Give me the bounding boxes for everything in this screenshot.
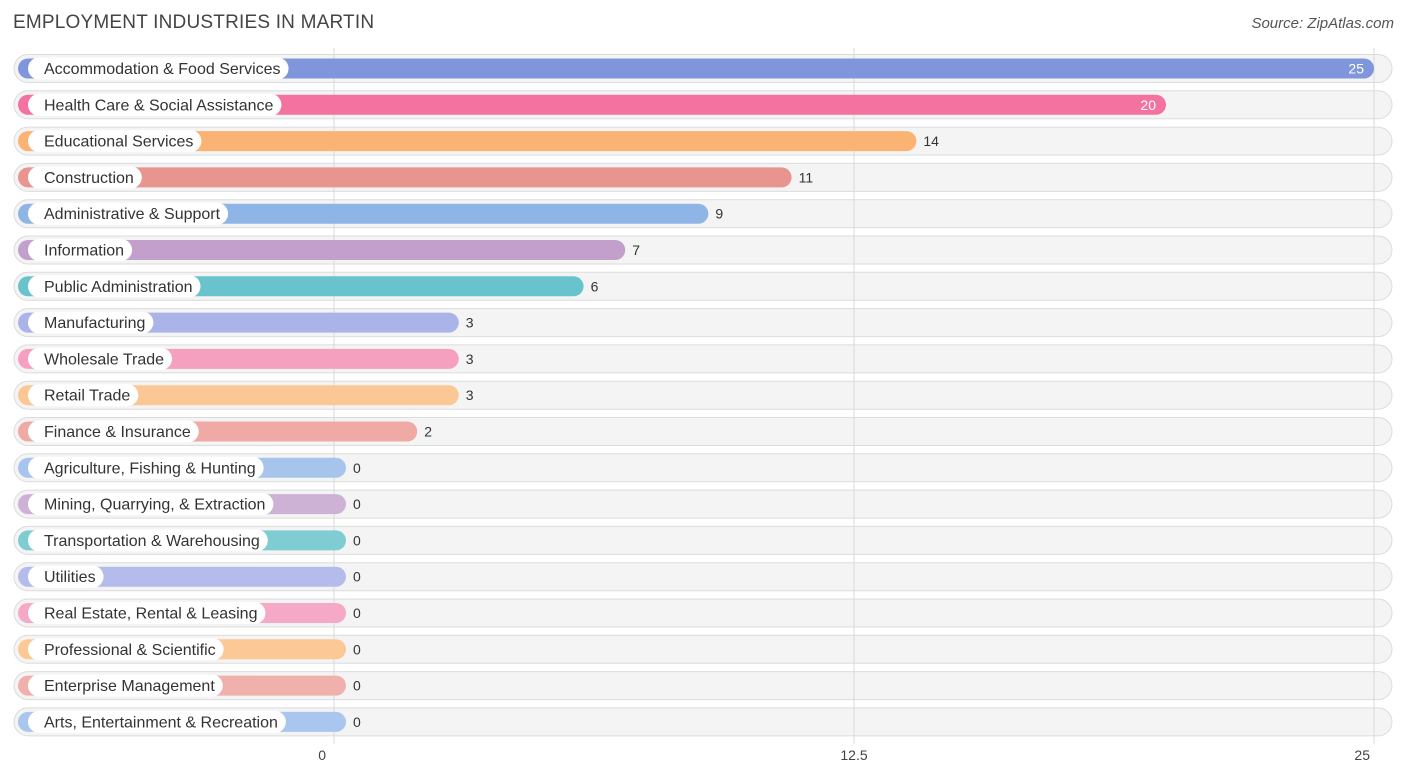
value-label: 3 [466, 315, 474, 331]
row-background [13, 489, 1393, 519]
category-label: Transportation & Warehousing [44, 533, 260, 550]
value-label: 0 [353, 641, 361, 657]
category-label: Real Estate, Rental & Leasing [44, 606, 257, 623]
category-label: Information [44, 243, 124, 260]
category-label-pill [28, 384, 139, 407]
value-label: 20 [1140, 97, 1156, 113]
row-background [13, 453, 1393, 483]
bar [18, 94, 1166, 115]
x-tick-label: 25 [1354, 747, 1370, 763]
bar-group: Educational Services 14 [18, 130, 939, 153]
category-label-pill [28, 311, 154, 334]
bar-group: Finance & Insurance 2 [18, 420, 432, 443]
category-label: Construction [44, 170, 134, 187]
value-label: 0 [353, 496, 361, 512]
category-label: Administrative & Support [44, 206, 221, 223]
category-label-pill [28, 638, 224, 661]
bar-group: Health Care & Social Assistance 20 [18, 93, 1166, 116]
bar-group: Manufacturing 3 [18, 311, 474, 334]
x-tick-label: 12.5 [840, 747, 867, 763]
bar-group: Administrative & Support 9 [18, 202, 723, 225]
value-label: 6 [591, 278, 599, 294]
bar-group: Utilities 0 [18, 565, 361, 588]
bar-group: Arts, Entertainment & Recreation 0 [18, 710, 361, 733]
category-label: Public Administration [44, 279, 193, 296]
value-label: 9 [715, 206, 723, 222]
value-label: 14 [923, 133, 939, 149]
category-label-pill [28, 493, 274, 516]
category-label-pill [28, 275, 201, 298]
category-label-pill [28, 239, 133, 261]
category-label-pill [28, 93, 282, 116]
bar [18, 240, 626, 260]
bar-group: Agriculture, Fishing & Hunting 0 [18, 456, 361, 479]
bar-group: Construction 11 [18, 166, 814, 189]
row-background [13, 634, 1393, 664]
category-label: Manufacturing [44, 315, 145, 332]
category-label: Professional & Scientific [44, 642, 216, 659]
category-label-pill [28, 456, 264, 479]
value-label: 2 [424, 424, 432, 440]
category-label: Accommodation & Food Services [44, 61, 281, 78]
bar-group: Wholesale Trade 3 [18, 347, 474, 370]
bar-group: Mining, Quarrying, & Extraction 0 [18, 493, 361, 516]
category-label-pill [28, 347, 173, 370]
bar-group: Public Administration 6 [18, 275, 599, 298]
chart-title: EMPLOYMENT INDUSTRIES IN MARTIN [13, 12, 375, 33]
category-label-pill [28, 420, 199, 443]
category-label: Mining, Quarrying, & Extraction [44, 497, 265, 514]
category-label-pill [28, 57, 289, 80]
row-background [13, 707, 1393, 737]
category-label: Retail Trade [44, 388, 130, 405]
row-background [13, 598, 1393, 628]
value-label: 7 [632, 242, 640, 258]
value-label: 3 [466, 387, 474, 403]
value-label: 0 [353, 532, 361, 548]
category-label: Health Care & Social Assistance [44, 97, 274, 114]
category-label: Finance & Insurance [44, 424, 191, 441]
category-label-pill [28, 529, 268, 552]
row-background [13, 525, 1393, 555]
bar-group: Transportation & Warehousing 0 [18, 529, 361, 552]
value-label: 25 [1348, 61, 1364, 77]
category-label: Utilities [44, 569, 96, 586]
value-label: 0 [353, 605, 361, 621]
value-label: 3 [466, 351, 474, 367]
category-label: Arts, Entertainment & Recreation [44, 714, 278, 731]
value-label: 0 [353, 460, 361, 476]
category-label: Enterprise Management [44, 678, 215, 695]
source-note: Source: ZipAtlas.com [1251, 15, 1394, 32]
x-tick-label: 0 [318, 747, 326, 763]
category-label-pill [28, 674, 223, 697]
bar [18, 131, 917, 152]
bar-group: Accommodation & Food Services 25 [18, 57, 1374, 80]
category-label-pill [28, 565, 104, 588]
category-label-pill [28, 166, 142, 189]
row-background [13, 671, 1393, 701]
bar-group: Professional & Scientific 0 [18, 638, 361, 661]
category-label-pill [28, 130, 202, 153]
category-label-pill [28, 202, 229, 225]
category-label-pill [28, 602, 266, 624]
category-label: Wholesale Trade [44, 351, 164, 368]
category-label: Agriculture, Fishing & Hunting [44, 460, 256, 477]
bar-group: Retail Trade 3 [18, 384, 474, 407]
bar-group: Information 7 [18, 239, 640, 261]
bar-group: Enterprise Management 0 [18, 674, 361, 697]
bar [18, 167, 792, 188]
value-label: 11 [799, 169, 814, 185]
row-background [13, 562, 1393, 592]
category-label: Educational Services [44, 134, 193, 151]
category-label-pill [28, 710, 286, 733]
bar-group: Real Estate, Rental & Leasing 0 [18, 602, 361, 624]
bar [18, 58, 1374, 79]
value-label: 0 [353, 569, 361, 585]
value-label: 0 [353, 678, 361, 694]
value-label: 0 [353, 714, 361, 730]
